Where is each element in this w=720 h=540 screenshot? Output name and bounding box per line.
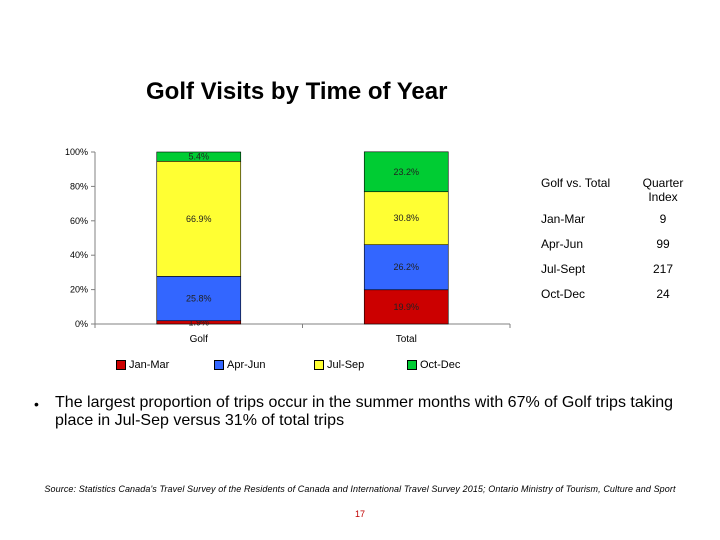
legend-item: Apr-Jun [214,359,266,371]
y-tick-label: 100% [65,147,88,157]
legend-label: Apr-Jun [227,359,266,371]
key-finding: • The largest proportion of trips occur … [34,394,694,430]
table-header-quarter-index: Quarter Index [642,176,684,204]
x-tick-label: Total [396,334,417,345]
y-tick-label: 80% [70,181,88,191]
bar-segment [363,151,449,193]
quarter-label: Oct-Dec [541,286,586,301]
stacked-bar-chart: 0% 20% 40% 60% 80% 100% Golf 1.9% 25.8% 66.9% 5.4%… [65,147,511,345]
legend-swatch [407,360,417,370]
bar-segment [363,191,449,246]
data-label: 23.2% [393,167,419,177]
legend-item: Jul-Sep [314,359,364,371]
y-tick-label: 60% [70,216,88,226]
x-tick-label: Golf [190,334,209,345]
bar-segment [363,244,449,291]
page-number: 17 [354,509,365,519]
data-label: 19.9% [393,302,419,312]
key-finding-text: The largest proportion of trips occur in… [55,394,674,429]
data-label: 26.2% [393,262,419,272]
quarter-label: Jul-Sept [541,261,586,276]
table-header-golf-vs-total: Golf vs. Total [541,176,611,190]
y-tick-label: 0% [75,319,88,329]
legend-label: Jul-Sep [327,359,365,371]
table-row: Jan-Mar 9 [533,206,693,231]
quarter-label: Jan-Mar [541,211,586,226]
legend-swatch [116,360,126,370]
bar-segment [156,160,242,277]
table-row: Apr-Jun 99 [533,231,693,256]
data-label: 25.8% [186,294,212,304]
legend-swatch [314,360,324,370]
quarter-index-value: 99 [656,236,670,251]
data-label: 66.9% [186,214,212,224]
source-note: Source: Statistics Canada's Travel Surve… [44,484,676,494]
legend-swatch [214,360,224,370]
data-label: 5.4% [188,152,209,162]
quarter-index-value: 24 [656,286,670,301]
bar-segment [156,276,242,322]
chart-title: Golf Visits by Time of Year [146,78,448,105]
legend-label: Jan-Mar [129,359,170,371]
bar-segment [363,289,449,325]
bullet-symbol: • [34,396,39,412]
legend-item: Oct-Dec [407,359,460,371]
legend-label: Oct-Dec [420,359,461,371]
legend-item: Jan-Mar [116,359,169,371]
data-label: 1.9% [188,317,209,327]
quarter-index-table: Golf vs. Total Quarter Index Jan-Mar 9 Apr… [533,174,693,306]
bar-segment [156,151,242,162]
y-tick-label: 40% [70,250,88,260]
table-row: Jul-Sept 217 [533,256,693,281]
data-label: 30.8% [393,213,419,223]
quarter-index-value: 9 [659,211,667,226]
table-row: Oct-Dec 24 [533,281,693,306]
y-tick-label: 20% [70,285,88,295]
quarter-label: Apr-Jun [541,236,584,251]
quarter-index-value: 217 [652,261,674,276]
